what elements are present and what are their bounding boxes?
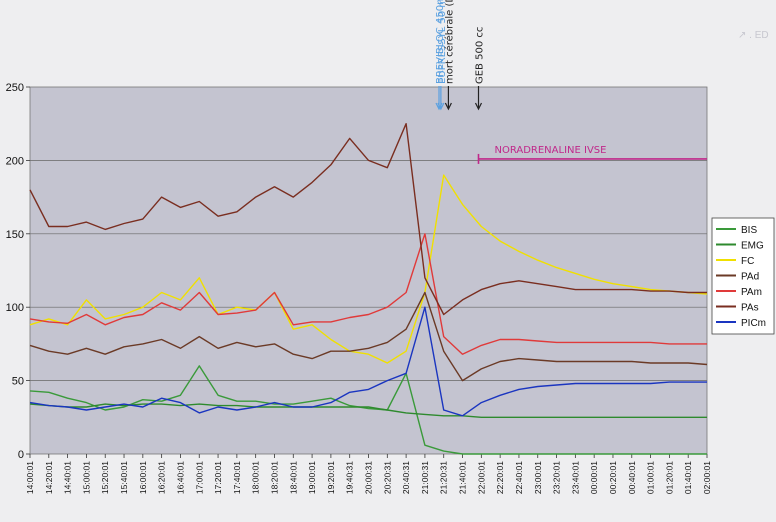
legend-label: BIS <box>741 225 757 236</box>
series-line-fc <box>29 174 708 364</box>
x-tick-label: 19:40:31 <box>345 461 355 494</box>
x-tick-label: 19:00:01 <box>307 461 317 494</box>
x-tick-label: 01:00:01 <box>646 461 656 494</box>
x-tick-label: 17:20:01 <box>213 461 223 494</box>
x-tick-label: 00:40:01 <box>627 461 637 494</box>
x-tick-label: 15:00:01 <box>81 461 91 494</box>
series-line-bis <box>29 365 707 455</box>
legend-label: PICm <box>741 318 766 329</box>
legend-label: FC <box>741 256 754 267</box>
x-tick-label: 15:40:01 <box>119 461 129 494</box>
x-tick-label: 02:00:01 <box>702 461 712 494</box>
x-tick-label: 20:00:31 <box>364 461 374 494</box>
x-tick-label: 00:20:01 <box>608 461 618 494</box>
annotation-arrowhead <box>444 102 452 111</box>
x-tick-label: 18:40:01 <box>288 461 298 494</box>
legend-label: PAs <box>741 303 759 314</box>
x-tick-label: 23:20:01 <box>552 461 562 494</box>
y-tick-label: 0 <box>18 449 24 461</box>
x-tick-label: 19:20:01 <box>326 461 336 494</box>
x-tick-label: 21:00:31 <box>420 461 430 494</box>
x-tick-label: 21:20:31 <box>439 461 449 494</box>
x-tick-label: 01:40:01 <box>683 461 693 494</box>
page-corner-mark: ↗ . ED <box>738 30 769 41</box>
x-tick-label: 14:40:01 <box>63 461 73 494</box>
x-tick-label: 18:00:01 <box>251 461 261 494</box>
x-tick-label: 01:20:01 <box>664 461 674 494</box>
series-line-pam <box>29 233 707 355</box>
series-line-pas <box>29 122 707 316</box>
series-line-pad <box>29 291 708 382</box>
legend-label: PAm <box>741 287 762 298</box>
x-tick-label: 16:00:01 <box>138 461 148 494</box>
x-tick-label: 00:00:01 <box>589 461 599 494</box>
x-tick-label: 17:40:01 <box>232 461 242 494</box>
x-tick-label: 21:40:01 <box>458 461 468 494</box>
x-tick-label: 20:20:31 <box>382 461 392 494</box>
x-tick-label: 16:40:01 <box>175 461 185 494</box>
x-tick-label: 20:40:31 <box>401 461 411 494</box>
x-tick-label: 18:20:01 <box>269 461 279 494</box>
x-tick-label: 15:20:01 <box>100 461 110 494</box>
annotation-label: BREVIBLOC 450mg <box>435 0 446 84</box>
y-axis: 0 50 100 150 200 250 <box>6 82 30 461</box>
annotation-arrowhead <box>474 102 483 111</box>
x-tick-label: 17:00:01 <box>194 461 204 494</box>
x-tick-label: 22:20:01 <box>495 461 505 494</box>
x-tick-label: 14:00:01 <box>25 461 35 494</box>
y-tick-label: 50 <box>12 376 24 388</box>
y-tick-label: 100 <box>6 302 24 314</box>
x-tick-label: 14:20:01 <box>44 461 54 494</box>
series-line-picm <box>29 306 707 417</box>
legend: BIS EMG FC PAd PAm PAs PICm <box>711 217 775 335</box>
y-tick-label: 150 <box>6 229 24 241</box>
annotation-label: mort cérébrale (Dr ...) <box>443 0 455 84</box>
annotation-label: NORADRENALINE IVSE <box>494 145 606 156</box>
x-tick-label: 16:20:01 <box>157 461 167 494</box>
y-tick-label: 250 <box>6 82 24 94</box>
legend-box <box>711 217 775 335</box>
annotation-label: EUPRESSYL 50 mg <box>437 0 448 84</box>
series-line-emg <box>29 403 707 418</box>
legend-label: EMG <box>741 241 764 252</box>
x-tick-label: 23:00:01 <box>533 461 543 494</box>
x-tick-label: 22:40:01 <box>514 461 524 494</box>
annotation-label: GEB 500 cc <box>474 27 485 84</box>
x-axis: 14:00:01 14:20:01 14:40:01 15:00:01 15:20:01… <box>25 454 712 494</box>
plot-area <box>29 86 708 455</box>
legend-label: PAd <box>741 272 759 283</box>
x-tick-label: 23:40:01 <box>570 461 580 494</box>
annotation-arrowhead <box>437 102 445 111</box>
x-tick-label: 22:00:01 <box>476 461 486 494</box>
y-tick-label: 200 <box>6 155 24 167</box>
series-lines <box>29 122 708 455</box>
